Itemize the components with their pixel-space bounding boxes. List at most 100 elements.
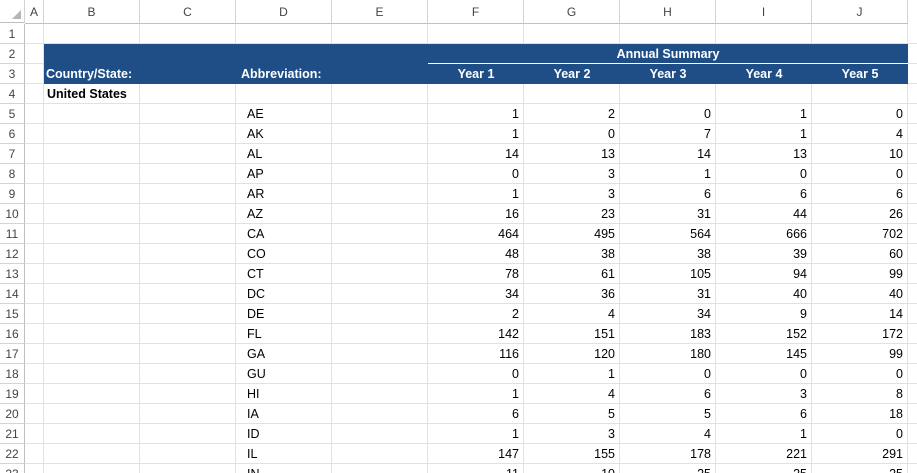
- year-5-value-cell[interactable]: 172: [882, 327, 903, 341]
- year-4-value-cell[interactable]: 666: [786, 227, 807, 241]
- year-4-value-cell[interactable]: 221: [786, 447, 807, 461]
- row-header-4[interactable]: 4: [0, 84, 25, 104]
- row-header-11[interactable]: 11: [0, 224, 25, 244]
- row-header-16[interactable]: 16: [0, 324, 25, 344]
- year-1-value-cell[interactable]: 464: [498, 227, 519, 241]
- year-1-value-cell[interactable]: 1: [512, 387, 519, 401]
- row-header-13[interactable]: 13: [0, 264, 25, 284]
- year-4-value-cell[interactable]: 39: [793, 247, 807, 261]
- year-4-value-cell[interactable]: 1: [800, 107, 807, 121]
- year-3-value-cell[interactable]: 34: [697, 307, 711, 321]
- year-3-value-cell[interactable]: 31: [697, 207, 711, 221]
- year-1-value-cell[interactable]: 34: [505, 287, 519, 301]
- year-5-value-cell[interactable]: 291: [882, 447, 903, 461]
- column-header-c[interactable]: C: [140, 0, 236, 24]
- year-2-value-cell[interactable]: 1: [608, 367, 615, 381]
- state-abbreviation-cell[interactable]: IL: [247, 447, 258, 461]
- year-4-value-cell[interactable]: 1: [800, 127, 807, 141]
- row-header-14[interactable]: 14: [0, 284, 25, 304]
- year-2-value-cell[interactable]: 2: [608, 107, 615, 121]
- year-4-value-cell[interactable]: 40: [793, 287, 807, 301]
- column-header-h[interactable]: H: [620, 0, 716, 24]
- year-2-value-cell[interactable]: 155: [594, 447, 615, 461]
- row-header-22[interactable]: 22: [0, 444, 25, 464]
- row-header-20[interactable]: 20: [0, 404, 25, 424]
- state-abbreviation-cell[interactable]: CO: [247, 247, 266, 261]
- year-2-value-cell[interactable]: 10: [524, 464, 615, 473]
- row-header-18[interactable]: 18: [0, 364, 25, 384]
- year-2-value-cell[interactable]: 61: [601, 267, 615, 281]
- year-1-value-cell[interactable]: 142: [498, 327, 519, 341]
- year-2-value-cell[interactable]: 0: [608, 127, 615, 141]
- state-abbreviation-cell[interactable]: AP: [247, 167, 264, 181]
- year-5-value-cell[interactable]: 702: [882, 227, 903, 241]
- year-2-value-cell[interactable]: 495: [594, 227, 615, 241]
- state-abbreviation-cell[interactable]: AR: [247, 187, 265, 201]
- row-header-1[interactable]: 1: [0, 24, 25, 44]
- row-header-7[interactable]: 7: [0, 144, 25, 164]
- year-1-value-cell[interactable]: 0: [512, 367, 519, 381]
- year-3-value-cell[interactable]: 14: [697, 147, 711, 161]
- year-3-value-cell[interactable]: 0: [704, 107, 711, 121]
- year-1-value-cell[interactable]: 1: [512, 107, 519, 121]
- row-header-17[interactable]: 17: [0, 344, 25, 364]
- year-5-value-cell[interactable]: 0: [896, 167, 903, 181]
- state-abbreviation-cell[interactable]: HI: [247, 387, 260, 401]
- year-4-value-cell[interactable]: 0: [800, 367, 807, 381]
- year-4-value-cell[interactable]: 94: [793, 267, 807, 281]
- year-3-value-cell[interactable]: 183: [690, 327, 711, 341]
- year-2-value-cell[interactable]: 38: [601, 247, 615, 261]
- year-2-value-cell[interactable]: 3: [608, 187, 615, 201]
- year-2-value-cell[interactable]: 3: [608, 427, 615, 441]
- year-4-value-cell[interactable]: 13: [793, 147, 807, 161]
- row-header-19[interactable]: 19: [0, 384, 25, 404]
- year-3-value-cell[interactable]: 180: [690, 347, 711, 361]
- year-2-value-cell[interactable]: 36: [601, 287, 615, 301]
- year-4-value-cell[interactable]: 25: [716, 464, 807, 473]
- year-3-value-cell[interactable]: 178: [690, 447, 711, 461]
- row-header-2[interactable]: 2: [0, 44, 25, 64]
- select-all-button[interactable]: [0, 0, 25, 23]
- year-1-value-cell[interactable]: 16: [505, 207, 519, 221]
- year-3-value-cell[interactable]: 7: [704, 127, 711, 141]
- abbreviation-header[interactable]: Abbreviation:: [241, 67, 322, 81]
- state-abbreviation-cell[interactable]: CA: [247, 227, 265, 241]
- state-abbreviation-cell[interactable]: FL: [247, 327, 262, 341]
- year-3-value-cell[interactable]: 6: [704, 187, 711, 201]
- row-header-5[interactable]: 5: [0, 104, 25, 124]
- year-1-header[interactable]: Year 1: [457, 67, 495, 81]
- year-3-value-cell[interactable]: 25: [620, 464, 711, 473]
- year-1-value-cell[interactable]: 147: [498, 447, 519, 461]
- row-header-8[interactable]: 8: [0, 164, 25, 184]
- row-header-9[interactable]: 9: [0, 184, 25, 204]
- year-3-value-cell[interactable]: 38: [697, 247, 711, 261]
- year-1-value-cell[interactable]: 48: [505, 247, 519, 261]
- year-4-value-cell[interactable]: 44: [793, 207, 807, 221]
- column-header-b[interactable]: B: [44, 0, 140, 24]
- year-1-value-cell[interactable]: 78: [505, 267, 519, 281]
- column-header-a[interactable]: A: [25, 0, 44, 24]
- year-5-header[interactable]: Year 5: [841, 67, 879, 81]
- year-4-value-cell[interactable]: 0: [800, 167, 807, 181]
- row-header-21[interactable]: 21: [0, 424, 25, 444]
- year-1-value-cell[interactable]: 2: [512, 307, 519, 321]
- year-4-value-cell[interactable]: 9: [800, 307, 807, 321]
- year-3-value-cell[interactable]: 0: [704, 367, 711, 381]
- year-1-value-cell[interactable]: 14: [505, 147, 519, 161]
- column-header-d[interactable]: D: [236, 0, 332, 24]
- state-abbreviation-cell[interactable]: ID: [247, 427, 260, 441]
- year-4-value-cell[interactable]: 6: [800, 407, 807, 421]
- year-5-value-cell[interactable]: 0: [896, 427, 903, 441]
- year-1-value-cell[interactable]: 11: [428, 464, 519, 473]
- year-1-value-cell[interactable]: 1: [512, 427, 519, 441]
- year-3-value-cell[interactable]: 4: [704, 427, 711, 441]
- year-3-value-cell[interactable]: 105: [690, 267, 711, 281]
- year-5-value-cell[interactable]: 0: [896, 107, 903, 121]
- year-2-value-cell[interactable]: 4: [608, 307, 615, 321]
- year-5-value-cell[interactable]: 18: [889, 407, 903, 421]
- state-abbreviation-cell[interactable]: GA: [247, 347, 266, 361]
- year-1-value-cell[interactable]: 6: [512, 407, 519, 421]
- state-abbreviation-cell[interactable]: DC: [247, 287, 266, 301]
- year-1-value-cell[interactable]: 1: [512, 187, 519, 201]
- year-2-value-cell[interactable]: 23: [601, 207, 615, 221]
